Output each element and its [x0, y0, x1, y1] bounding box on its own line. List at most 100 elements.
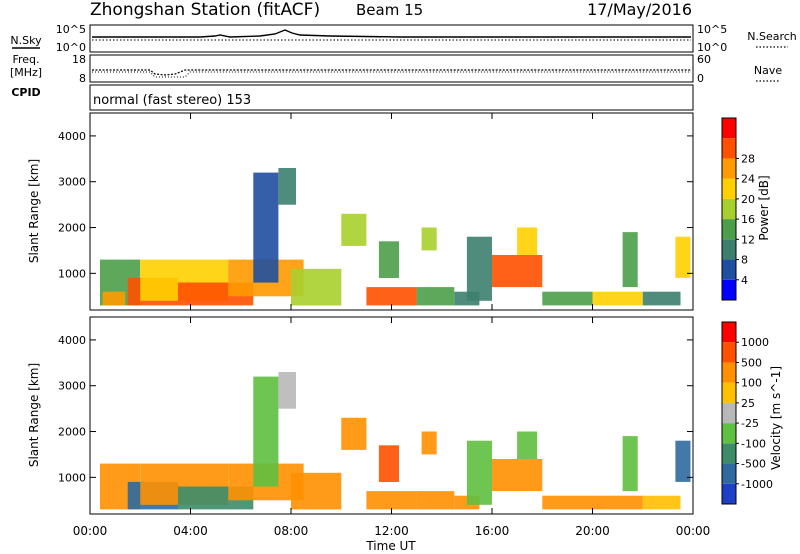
nsky-trace [92, 29, 691, 38]
y-tick-label: 4000 [58, 130, 86, 143]
velocity-cell [378, 445, 399, 482]
colorbar-segment [722, 423, 736, 444]
colorbar-frame [721, 321, 737, 505]
y-tick-label: 3000 [58, 380, 86, 393]
power-panel: 1000 2000 3000 4000 Slant Range [km] 4 8 12 16… [27, 112, 771, 311]
freq-tick-top: 18 [72, 53, 86, 66]
y-tick-label: 4000 [58, 334, 86, 347]
velocity-cell [291, 472, 342, 510]
colorbar-segment [722, 463, 736, 484]
velocity-y-ticks: 1000 2000 3000 4000 [58, 334, 693, 484]
power-y-ticks: 1000 2000 3000 4000 [58, 130, 693, 280]
power-cell [278, 168, 296, 205]
power-cell [366, 287, 417, 306]
colorbar-segment [722, 259, 736, 280]
colorbar-tick-label: 8 [741, 254, 748, 267]
cpid-panel: CPID normal (fast stereo) 153 [11, 84, 694, 111]
velocity-cell [542, 495, 593, 510]
freq-label: Freq. [12, 53, 39, 66]
nsearch-right-tick-bottom: 10^0 [697, 41, 727, 54]
colorbar-tick-label: 12 [741, 233, 755, 246]
colorbar-tick-label: 20 [741, 193, 755, 206]
nsky-label: N.Sky [10, 34, 42, 47]
power-cell [542, 291, 593, 306]
nave-label: Nave [754, 64, 782, 77]
power-cell [642, 291, 681, 306]
freq-panel: Freq. [MHz] 18 8 60 0 Nave [10, 53, 782, 85]
power-cell [492, 255, 543, 288]
time-xlabel: Time UT [365, 539, 416, 553]
y-tick-label: 1000 [58, 267, 86, 280]
x-tick-label: 00:00 [73, 524, 108, 538]
velocity-colorbar: 1000 500 100 25 -25 -100 -500 -1000 [721, 321, 773, 505]
power-cell [517, 227, 538, 255]
colorbar-segment [722, 219, 736, 240]
nave-trace [92, 71, 691, 78]
time-x-ticks: 00:00 04:00 08:00 12:00 16:00 20:00 00:00 [73, 113, 710, 538]
cpid-label: CPID [11, 86, 40, 99]
colorbar-tick-label: 16 [741, 213, 755, 226]
colorbar-segment [722, 198, 736, 220]
colorbar-segment [722, 279, 736, 300]
velocity-cells [100, 372, 691, 510]
power-cell [466, 236, 492, 301]
velocity-cell [466, 440, 492, 505]
colorbar-segment [722, 402, 736, 424]
power-cell [592, 291, 643, 306]
nsky-left-tick-bottom: 10^0 [56, 41, 86, 54]
nsearch-label: N.Search [747, 30, 797, 43]
colorbar-tick-label: 500 [741, 356, 762, 369]
velocity-cell [366, 491, 417, 510]
nave-tick-top: 60 [697, 53, 711, 66]
colorbar-segment [722, 178, 736, 199]
velocity-cell [278, 372, 296, 409]
velocity-cell [416, 491, 455, 510]
colorbar-segment [722, 362, 736, 383]
power-cells [100, 168, 691, 306]
velocity-colorbar-label: Velocity [m s^-1] [769, 366, 783, 470]
colorbar-tick-label: 28 [741, 152, 755, 165]
colorbar-tick-label: -1000 [741, 478, 773, 491]
power-cell [421, 227, 437, 251]
velocity-ylabel: Slant Range [km] [27, 363, 41, 467]
power-colorbar-label: Power [dB] [757, 175, 771, 240]
colorbar-segment [722, 322, 736, 343]
y-tick-label: 3000 [58, 176, 86, 189]
power-cell [416, 287, 455, 306]
velocity-cell [253, 376, 279, 487]
velocity-cell [592, 495, 643, 510]
colorbar-segment [722, 138, 736, 159]
colorbar-tick-label: -100 [741, 437, 766, 450]
velocity-cell [642, 495, 681, 510]
colorbar-segment [722, 158, 736, 179]
velocity-cell [341, 417, 367, 450]
colorbar-tick-label: 1000 [741, 336, 769, 349]
freq-trace [92, 69, 691, 76]
power-cell [622, 232, 638, 288]
colorbar-segment [722, 382, 736, 403]
y-tick-label: 2000 [58, 222, 86, 235]
power-cell [291, 268, 342, 306]
colorbar-tick-label: 24 [741, 173, 755, 186]
colorbar-tick-label: -25 [741, 417, 759, 430]
colorbar-tick-label: -500 [741, 458, 766, 471]
power-cell [102, 291, 126, 306]
nsky-panel: N.Sky 10^5 10^0 10^5 10^0 N.Search [10, 23, 796, 54]
colorbar-segment [722, 483, 736, 504]
power-cell [675, 236, 691, 278]
colorbar-tick-label: 100 [741, 377, 762, 390]
x-tick-label: 08:00 [274, 524, 309, 538]
velocity-cell [492, 459, 543, 492]
y-tick-label: 1000 [58, 471, 86, 484]
station-title: Zhongshan Station (fitACF) [90, 0, 320, 20]
beam-label: Beam 15 [356, 1, 423, 19]
colorbar-segment [722, 118, 736, 139]
power-cell [253, 172, 279, 283]
velocity-cell [675, 440, 691, 482]
x-tick-label: 12:00 [374, 524, 409, 538]
x-tick-label: 04:00 [173, 524, 208, 538]
velocity-panel: 1000 2000 3000 4000 Slant Range [km] 1000 50… [27, 316, 783, 515]
velocity-cell [622, 436, 638, 492]
colorbar-segment [722, 443, 736, 464]
